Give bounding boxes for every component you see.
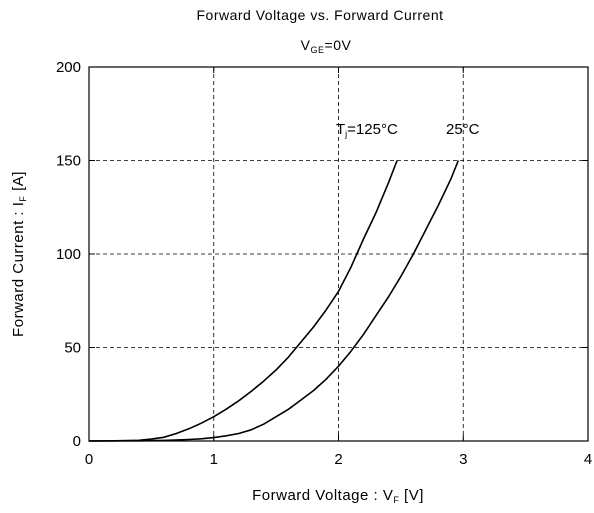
x-axis-label: Forward Voltage : VF [V] <box>252 487 424 505</box>
series-label-tj125-main: T <box>336 121 345 138</box>
y-tick-label: 200 <box>56 59 81 76</box>
x-tick-label: 3 <box>459 451 467 468</box>
series-line-t25 <box>88 160 460 442</box>
x-axis-label-sub: F <box>393 495 399 505</box>
chart-subtitle-rest: =0V <box>325 37 352 53</box>
series-label-tj125: Tj=125°C <box>336 121 398 139</box>
y-axis-label-main: Forward Current : I <box>10 202 27 337</box>
chart-subtitle-sub: GE <box>311 45 325 55</box>
x-tick-label: 4 <box>584 451 592 468</box>
x-axis-label-rest: [V] <box>399 487 424 504</box>
series-label-tj125-rest: =125°C <box>347 121 398 138</box>
series-line-tj125 <box>88 160 398 442</box>
y-tick-label: 50 <box>64 340 81 357</box>
y-axis-label: Forward Current : IF [A] <box>10 171 28 337</box>
series-label-tj125-sub: j <box>344 129 347 139</box>
y-tick-label: 150 <box>56 153 81 170</box>
series-label-t25: 25°C <box>446 121 480 138</box>
y-tick-label: 0 <box>73 433 81 450</box>
x-axis-label-main: Forward Voltage : V <box>252 487 393 504</box>
y-axis-label-sub: F <box>18 196 28 202</box>
y-tick-label: 100 <box>56 246 81 263</box>
x-tick-label: 2 <box>334 451 342 468</box>
x-tick-label: 1 <box>210 451 218 468</box>
chart-title: Forward Voltage vs. Forward Current <box>196 7 443 23</box>
chart-subtitle: VGE=0V <box>301 37 352 55</box>
x-tick-label: 0 <box>85 451 93 468</box>
series-label-t25-main: 25°C <box>446 121 480 138</box>
chart-subtitle-main: V <box>301 37 311 53</box>
y-axis-label-rest: [A] <box>10 171 27 196</box>
